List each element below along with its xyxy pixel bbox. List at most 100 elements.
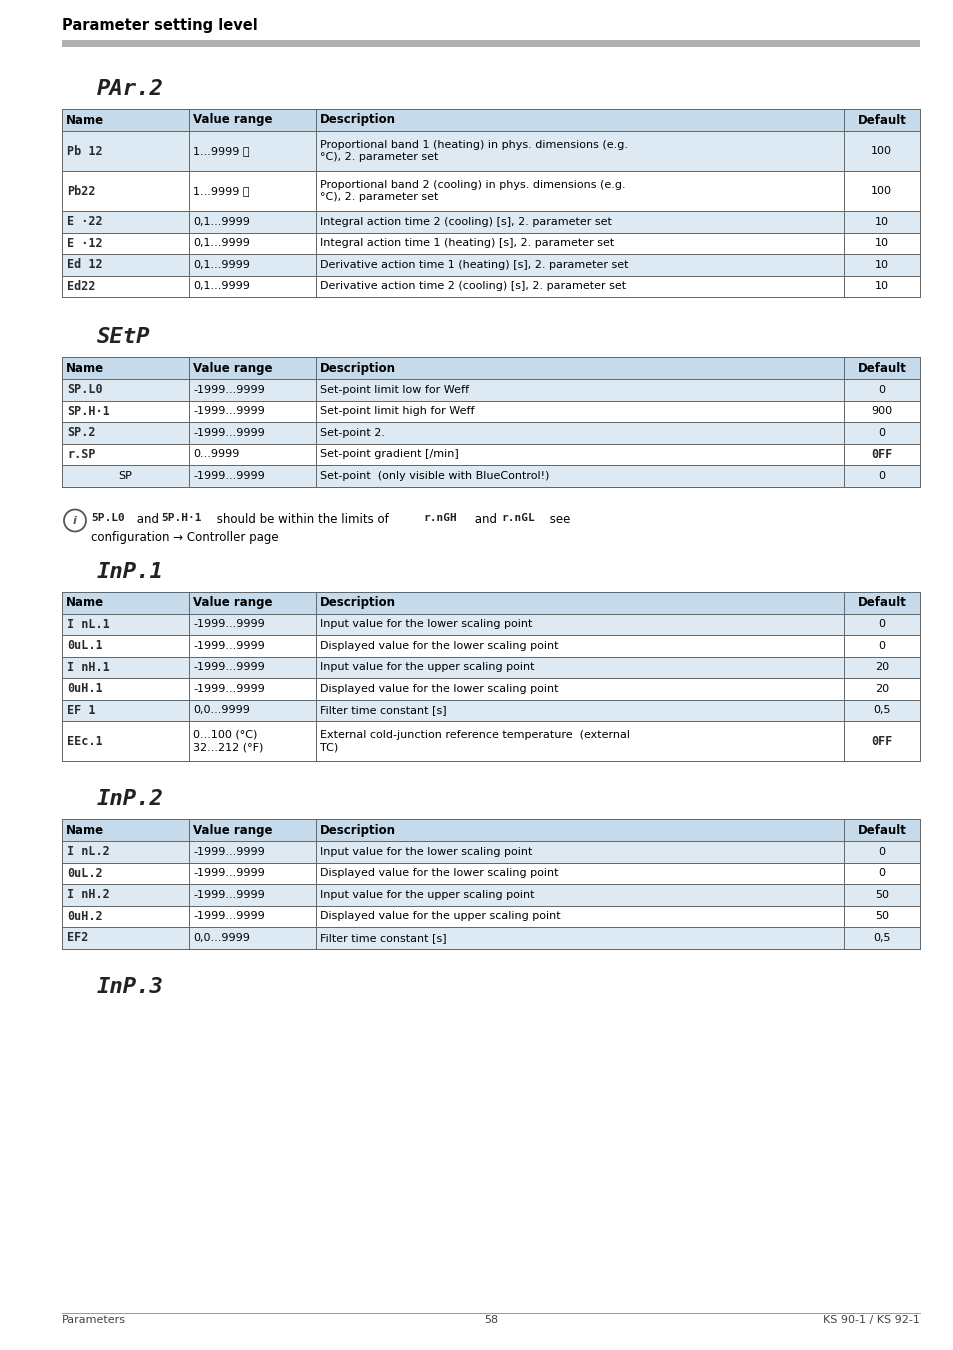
Text: 0,1...9999: 0,1...9999: [193, 217, 250, 227]
Text: Set-point gradient [/min]: Set-point gradient [/min]: [319, 450, 458, 459]
Bar: [62, 906, 919, 927]
Text: Name: Name: [66, 595, 104, 609]
Bar: [62, 927, 919, 949]
Text: KS 90-1 / KS 92-1: KS 90-1 / KS 92-1: [822, 1315, 919, 1324]
Text: 0,0...9999: 0,0...9999: [193, 705, 250, 716]
Bar: [62, 863, 919, 884]
Text: Derivative action time 2 (cooling) [s], 2. parameter set: Derivative action time 2 (cooling) [s], …: [319, 281, 625, 292]
Bar: [62, 444, 919, 464]
Text: Displayed value for the lower scaling point: Displayed value for the lower scaling po…: [319, 641, 558, 651]
Text: 1...9999 Ⓙ: 1...9999 Ⓙ: [193, 146, 250, 157]
Bar: [62, 634, 919, 656]
Text: Displayed value for the lower scaling point: Displayed value for the lower scaling po…: [319, 683, 558, 694]
Text: Integral action time 2 (cooling) [s], 2. parameter set: Integral action time 2 (cooling) [s], 2.…: [319, 217, 611, 227]
Text: 0: 0: [878, 428, 884, 437]
Text: 0: 0: [878, 471, 884, 481]
Text: 10: 10: [874, 238, 888, 248]
Text: SP.2: SP.2: [67, 427, 95, 439]
Bar: [62, 721, 919, 761]
Text: configuration → Controller page: configuration → Controller page: [91, 531, 278, 544]
Bar: [62, 109, 919, 131]
Text: 0,5: 0,5: [872, 705, 890, 716]
Text: Default: Default: [857, 113, 905, 127]
Text: Value range: Value range: [193, 595, 273, 609]
Text: 0FF: 0FF: [870, 448, 892, 460]
Text: SP.L0: SP.L0: [67, 383, 103, 397]
Text: Parameters: Parameters: [62, 1315, 126, 1324]
Text: Default: Default: [857, 824, 905, 837]
Text: EF2: EF2: [67, 931, 89, 944]
Text: EF 1: EF 1: [67, 703, 95, 717]
Text: 0: 0: [878, 641, 884, 651]
Text: 20: 20: [874, 663, 888, 672]
Text: 0,1...9999: 0,1...9999: [193, 238, 250, 248]
Text: SEtP: SEtP: [97, 327, 151, 347]
Text: Name: Name: [66, 362, 104, 374]
Text: -1999...9999: -1999...9999: [193, 620, 264, 629]
Text: 0,1...9999: 0,1...9999: [193, 281, 250, 292]
Text: I nH.2: I nH.2: [67, 888, 110, 902]
Text: Parameter setting level: Parameter setting level: [62, 18, 257, 32]
Text: 0uH.1: 0uH.1: [67, 682, 103, 695]
Text: PAr.2: PAr.2: [97, 80, 164, 99]
Bar: [62, 275, 919, 297]
Text: 5P.L0: 5P.L0: [91, 513, 125, 522]
Text: i: i: [73, 516, 77, 525]
Text: Proportional band 1 (heating) in phys. dimensions (e.g.
°C), 2. parameter set: Proportional band 1 (heating) in phys. d…: [319, 140, 627, 162]
Text: Input value for the upper scaling point: Input value for the upper scaling point: [319, 890, 534, 899]
Text: Displayed value for the upper scaling point: Displayed value for the upper scaling po…: [319, 911, 560, 921]
Text: should be within the limits of: should be within the limits of: [213, 513, 392, 525]
Bar: [62, 211, 919, 232]
Text: 10: 10: [874, 259, 888, 270]
Text: Default: Default: [857, 362, 905, 374]
Text: E ·12: E ·12: [67, 236, 103, 250]
Text: 0: 0: [878, 385, 884, 394]
Text: -1999...9999: -1999...9999: [193, 911, 264, 921]
Text: r.nGH: r.nGH: [422, 513, 456, 522]
Text: r.nGL: r.nGL: [500, 513, 535, 522]
Text: Value range: Value range: [193, 113, 273, 127]
Text: 50: 50: [874, 890, 888, 899]
Text: -1999...9999: -1999...9999: [193, 471, 264, 481]
Text: see: see: [545, 513, 570, 525]
Text: Input value for the lower scaling point: Input value for the lower scaling point: [319, 846, 532, 857]
Text: -1999...9999: -1999...9999: [193, 641, 264, 651]
Bar: [62, 423, 919, 444]
Text: Integral action time 1 (heating) [s], 2. parameter set: Integral action time 1 (heating) [s], 2.…: [319, 238, 614, 248]
Text: Description: Description: [319, 362, 395, 374]
Text: InP.3: InP.3: [97, 976, 164, 996]
Bar: [62, 699, 919, 721]
Text: Set-point 2.: Set-point 2.: [319, 428, 385, 437]
Text: 1...9999 Ⓙ: 1...9999 Ⓙ: [193, 186, 250, 196]
Text: 900: 900: [870, 406, 891, 416]
Text: and: and: [471, 513, 500, 525]
Text: Filter time constant [s]: Filter time constant [s]: [319, 933, 446, 942]
Bar: [62, 232, 919, 254]
Text: I nL.2: I nL.2: [67, 845, 110, 859]
Text: Name: Name: [66, 824, 104, 837]
Bar: [62, 131, 919, 171]
Bar: [62, 40, 919, 47]
Text: -1999...9999: -1999...9999: [193, 428, 264, 437]
Text: Default: Default: [857, 595, 905, 609]
Text: -1999...9999: -1999...9999: [193, 868, 264, 879]
Text: SP: SP: [118, 471, 132, 481]
Text: and: and: [132, 513, 163, 525]
Text: 0,0...9999: 0,0...9999: [193, 933, 250, 942]
Bar: [62, 841, 919, 863]
Text: -1999...9999: -1999...9999: [193, 663, 264, 672]
Bar: [62, 356, 919, 379]
Text: 20: 20: [874, 683, 888, 694]
Text: SP.H·1: SP.H·1: [67, 405, 110, 417]
Text: r.SP: r.SP: [67, 448, 95, 460]
Bar: [62, 254, 919, 275]
Text: -1999...9999: -1999...9999: [193, 683, 264, 694]
Bar: [62, 656, 919, 678]
Text: Description: Description: [319, 824, 395, 837]
Text: 0...9999: 0...9999: [193, 450, 239, 459]
Text: Name: Name: [66, 113, 104, 127]
Text: Derivative action time 1 (heating) [s], 2. parameter set: Derivative action time 1 (heating) [s], …: [319, 259, 628, 270]
Text: Ed22: Ed22: [67, 279, 95, 293]
Bar: [62, 464, 919, 486]
Text: Set-point limit high for Weff: Set-point limit high for Weff: [319, 406, 474, 416]
